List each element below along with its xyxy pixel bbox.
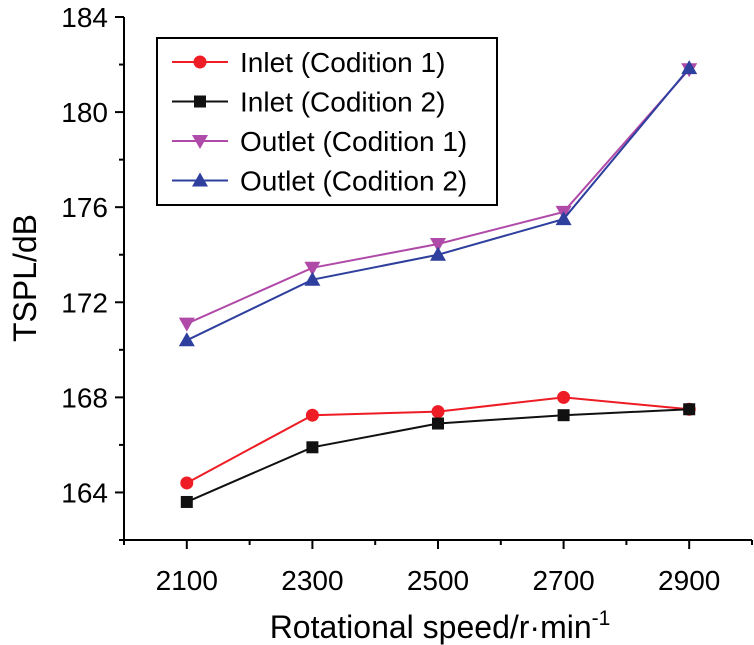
data-point xyxy=(430,238,446,253)
x-tick-label: 2900 xyxy=(658,565,720,596)
x-tick-label: 2300 xyxy=(281,565,343,596)
legend-entry: Inlet (Codition 1) xyxy=(172,47,445,78)
data-point xyxy=(306,441,319,454)
data-point xyxy=(557,409,570,422)
legend: Inlet (Codition 1) Inlet (Codition 2) Outl… xyxy=(156,37,498,206)
x-axis-label-superscript: -1 xyxy=(592,607,611,630)
series-4 xyxy=(178,60,698,347)
legend-label: Inlet (Codition 2) xyxy=(240,87,445,118)
data-point xyxy=(555,211,572,226)
y-axis-label: TSPL/dB xyxy=(7,214,43,342)
data-point xyxy=(180,495,193,508)
legend-marker xyxy=(194,95,206,108)
data-point xyxy=(304,271,321,286)
data-point xyxy=(432,417,444,430)
y-tick-label: 176 xyxy=(61,192,108,223)
data-point xyxy=(430,246,446,261)
legend-entry: Outlet (Codition 1) xyxy=(172,126,467,157)
data-point xyxy=(305,408,319,422)
legend-label: Outlet (Codition 2) xyxy=(240,166,467,197)
x-tick-label: 2700 xyxy=(532,565,594,596)
x-axis-label: Rotational speed/r·min-1 xyxy=(270,607,611,645)
legend-marker xyxy=(192,135,208,149)
x-tick-label: 2500 xyxy=(407,565,469,596)
legend-marker xyxy=(193,55,207,69)
y-tick-label: 180 xyxy=(61,97,108,128)
data-point xyxy=(681,60,698,75)
data-point xyxy=(304,261,321,276)
data-point xyxy=(180,476,194,490)
data-point xyxy=(431,405,445,419)
legend-box xyxy=(156,37,498,206)
legend-label: Inlet (Codition 1) xyxy=(240,47,445,78)
x-axis-label-text: Rotational speed/r·min xyxy=(270,609,592,645)
series-group xyxy=(178,60,698,508)
legend-entry: Outlet (Codition 2) xyxy=(172,166,467,197)
x-tick-label: 2100 xyxy=(156,565,218,596)
axes: 164 168 172 176 180 184 2100 2300 2500 2700 2900 xyxy=(61,2,753,596)
series-1 xyxy=(180,390,696,490)
series-2 xyxy=(180,403,696,508)
data-point xyxy=(178,332,195,347)
y-tick-label: 184 xyxy=(61,2,108,33)
legend-label: Outlet (Codition 1) xyxy=(240,126,467,157)
y-tick-label: 168 xyxy=(61,382,108,413)
data-point xyxy=(557,390,571,404)
y-tick-label: 164 xyxy=(61,477,108,508)
legend-entry: Inlet (Codition 2) xyxy=(172,87,445,118)
data-point xyxy=(178,317,195,332)
data-point xyxy=(683,403,696,416)
y-tick-label: 172 xyxy=(61,287,108,318)
legend-marker xyxy=(192,172,208,187)
